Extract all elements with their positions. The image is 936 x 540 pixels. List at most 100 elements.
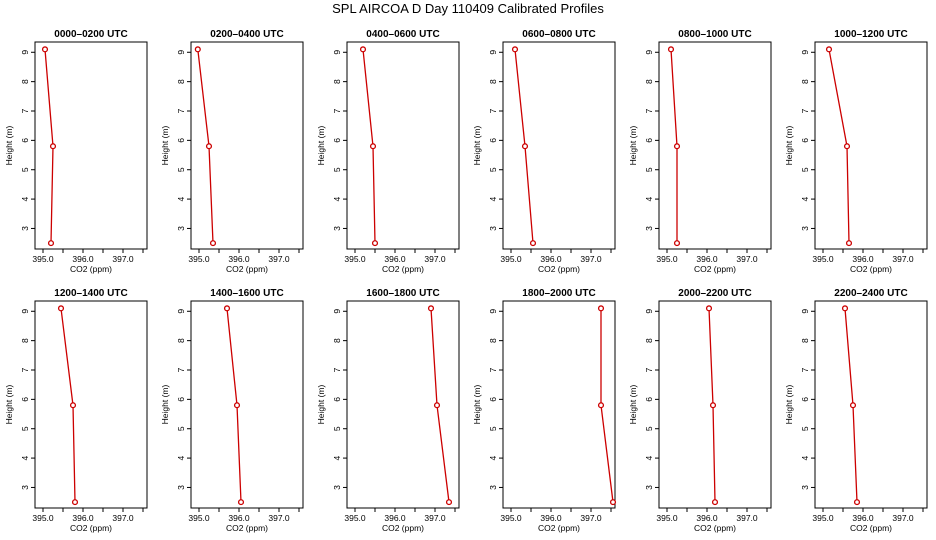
y-axis-label: Height (m) [316,126,326,166]
page-title: SPL AIRCOA D Day 110409 Calibrated Profi… [332,1,604,16]
x-tick-label: 397.0 [268,513,290,523]
x-tick-label: 396.0 [540,513,562,523]
x-tick-label: 395.0 [656,254,678,264]
y-tick-label: 8 [488,338,498,343]
y-tick-label: 3 [800,485,810,490]
x-tick-label: 397.0 [580,254,602,264]
y-tick-label: 9 [176,309,186,314]
y-tick-label: 4 [332,455,342,460]
panel-title: 1800–2000 UTC [522,288,595,299]
y-tick-label: 5 [644,426,654,431]
y-tick-label: 7 [20,108,30,113]
profile-panel-5: 1000–1200 UTC 395.0 396.0 397.0 3 4 5 6 7 8 9 CO2 (… [784,29,928,274]
y-tick-label: 9 [644,50,654,55]
x-tick-label: 396.0 [384,254,406,264]
x-tick-label: 396.0 [852,254,874,264]
y-tick-label: 3 [20,226,30,231]
panel-title: 2200–2400 UTC [834,288,907,299]
profile-panel-11: 2200–2400 UTC 395.0 396.0 397.0 3 4 5 6 7 8 9 CO2 (… [784,288,928,533]
y-tick-label: 9 [644,309,654,314]
x-tick-label: 395.0 [344,513,366,523]
data-point [673,143,681,150]
x-tick-label: 397.0 [892,254,914,264]
data-point [843,143,851,150]
y-tick-label: 8 [332,338,342,343]
y-tick-label: 9 [488,309,498,314]
panel-title: 1200–1400 UTC [54,288,127,299]
y-tick-label: 6 [20,138,30,143]
y-tick-label: 5 [800,426,810,431]
x-axis-label: CO2 (ppm) [850,264,892,274]
data-point [849,402,857,409]
y-tick-label: 7 [488,367,498,372]
data-point [709,402,717,409]
profile-panel-4: 0800–1000 UTC 395.0 396.0 397.0 3 4 5 6 7 8 9 CO2 (… [628,29,772,274]
x-axis-label: CO2 (ppm) [694,264,736,274]
panel-title: 1600–1800 UTC [366,288,439,299]
x-tick-label: 397.0 [736,254,758,264]
data-point [529,240,537,247]
x-axis-label: CO2 (ppm) [538,523,580,533]
x-tick-label: 396.0 [540,254,562,264]
y-tick-label: 7 [800,367,810,372]
x-tick-label: 397.0 [424,513,446,523]
x-tick-label: 395.0 [188,513,210,523]
y-tick-label: 6 [176,138,186,143]
y-tick-label: 6 [20,397,30,402]
y-tick-label: 8 [176,79,186,84]
x-tick-label: 397.0 [736,513,758,523]
data-point [825,46,833,53]
x-axis-label: CO2 (ppm) [382,523,424,533]
data-point [433,402,441,409]
plot-frame [502,300,616,509]
data-point [673,240,681,247]
y-tick-label: 5 [20,167,30,172]
y-tick-label: 7 [176,108,186,113]
panel-title: 0400–0600 UTC [366,29,439,40]
y-tick-label: 5 [800,167,810,172]
x-axis-label: CO2 (ppm) [694,523,736,533]
plot-frame [814,41,928,250]
y-tick-label: 6 [332,138,342,143]
profile-panel-7: 1400–1600 UTC 395.0 396.0 397.0 3 4 5 6 7 8 9 CO2 (… [160,288,304,533]
plot-frame [34,41,148,250]
x-tick-label: 395.0 [812,254,834,264]
y-tick-label: 3 [20,485,30,490]
y-tick-label: 4 [332,196,342,201]
data-point [57,305,65,312]
plot-frame [502,41,616,250]
x-axis-label: CO2 (ppm) [226,264,268,274]
y-tick-label: 3 [644,485,654,490]
y-tick-label: 4 [20,196,30,201]
y-tick-label: 7 [488,108,498,113]
y-tick-label: 9 [20,50,30,55]
data-point [237,499,245,506]
y-tick-label: 7 [332,108,342,113]
data-point [845,240,853,247]
y-tick-label: 8 [332,79,342,84]
y-tick-label: 8 [644,79,654,84]
data-point [49,143,57,150]
data-point [71,499,79,506]
y-tick-label: 6 [488,397,498,402]
y-tick-label: 7 [644,367,654,372]
y-tick-label: 3 [488,226,498,231]
y-tick-label: 7 [176,367,186,372]
y-tick-label: 9 [800,309,810,314]
y-tick-label: 3 [800,226,810,231]
y-tick-label: 5 [176,167,186,172]
y-tick-label: 7 [644,108,654,113]
data-point [223,305,231,312]
plot-frame [658,41,772,250]
profile-panel-6: 1200–1400 UTC 395.0 396.0 397.0 3 4 5 6 7 8 9 CO2 (… [4,288,148,533]
x-tick-label: 397.0 [112,513,134,523]
y-tick-label: 3 [644,226,654,231]
x-tick-label: 395.0 [188,254,210,264]
profile-panel-10: 2000–2200 UTC 395.0 396.0 397.0 3 4 5 6 7 8 9 CO2 (… [628,288,772,533]
x-axis-label: CO2 (ppm) [70,523,112,533]
data-point [41,46,49,53]
x-tick-label: 397.0 [268,254,290,264]
y-axis-label: Height (m) [628,385,638,425]
y-tick-label: 8 [20,338,30,343]
y-axis-label: Height (m) [472,126,482,166]
